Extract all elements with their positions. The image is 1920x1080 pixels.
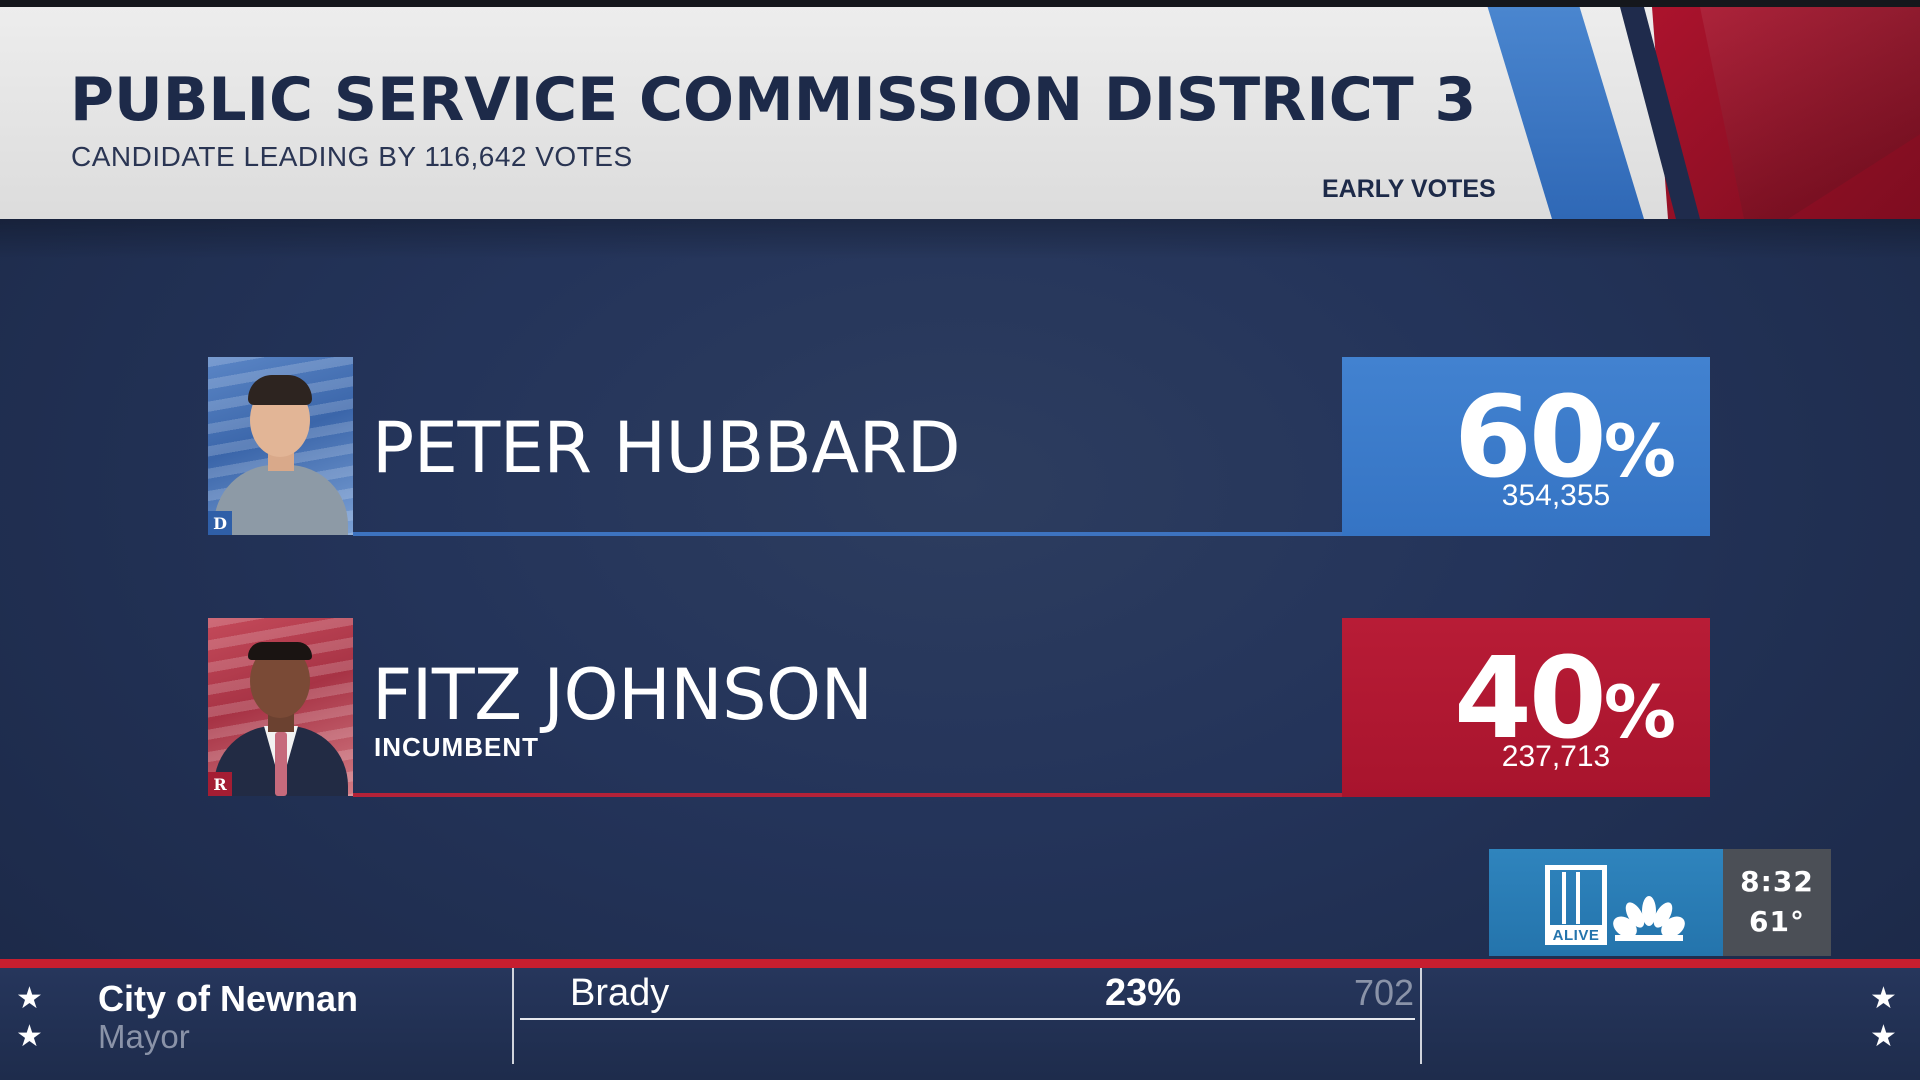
star-icon: ★ — [16, 1019, 43, 1054]
logo-11-stroke-right — [1576, 872, 1580, 924]
candidate-votes: 354,355 — [1501, 479, 1611, 512]
candidate-photo: D — [208, 357, 353, 535]
percent-sign: % — [1603, 409, 1676, 493]
candidate-percent: 60% — [1454, 373, 1676, 503]
star-icon: ★ — [16, 981, 43, 1016]
ticker-underline — [520, 1018, 1415, 1020]
candidate-row-hubbard: D PETER HUBBARD 60% 354,355 — [208, 357, 1710, 537]
percent-value: 40 — [1454, 634, 1607, 764]
candidate-name: PETER HUBBARD — [372, 407, 961, 489]
station-logo: ALIVE — [1489, 849, 1723, 956]
candidate-votes: 237,713 — [1501, 740, 1611, 773]
candidate-underline — [353, 793, 1353, 797]
top-band — [0, 0, 1920, 7]
ticker-office: Mayor — [98, 1018, 190, 1055]
ticker-red-line — [0, 959, 1920, 968]
header-shadow — [0, 219, 1920, 259]
station-bug: ALIVE 8:32 61° — [1489, 849, 1831, 956]
header-banner: PUBLIC SERVICE COMMISSION DISTRICT 3 CAN… — [0, 7, 1920, 219]
clock-time: 8:32 — [1740, 865, 1814, 898]
ticker-divider — [512, 968, 514, 1064]
star-icon: ★ — [1870, 1019, 1897, 1054]
header-red-accent — [1652, 7, 1920, 219]
ticker-votes: 702 — [1354, 972, 1415, 1013]
temperature: 61° — [1749, 905, 1805, 938]
party-badge: D — [208, 511, 232, 535]
vote-type-label: EARLY VOTES — [1322, 175, 1496, 203]
incumbent-label: INCUMBENT — [374, 732, 539, 762]
candidate-row-johnson: R FITZ JOHNSON INCUMBENT 40% 237,713 — [208, 618, 1710, 798]
party-badge: R — [208, 772, 232, 796]
star-icon: ★ — [1870, 981, 1897, 1016]
logo-alive-text: ALIVE — [1545, 925, 1607, 945]
ticker-percent: 23% — [1105, 972, 1182, 1014]
results-ticker: ★ ★ City of Newnan Mayor Brady 23% 702 ★… — [0, 968, 1920, 1080]
percent-sign: % — [1603, 670, 1676, 754]
percent-value: 60 — [1454, 373, 1607, 503]
ticker-candidate: Brady — [570, 972, 670, 1014]
race-subtitle: CANDIDATE LEADING BY 116,642 VOTES — [71, 141, 633, 172]
peacock-icon — [1613, 896, 1685, 941]
candidate-hair — [248, 642, 312, 660]
candidate-result-box: 60% 354,355 — [1342, 357, 1710, 536]
candidate-tie — [275, 732, 287, 796]
candidate-name: FITZ JOHNSON — [372, 654, 873, 736]
candidate-result-box: 40% 237,713 — [1342, 618, 1710, 797]
candidate-percent: 40% — [1454, 634, 1676, 764]
time-temp-box: 8:32 61° — [1723, 849, 1831, 956]
candidate-underline — [353, 532, 1353, 536]
candidate-photo: R — [208, 618, 353, 796]
ticker-place: City of Newnan — [98, 978, 359, 1019]
candidate-hair — [248, 375, 312, 405]
race-title: PUBLIC SERVICE COMMISSION DISTRICT 3 — [70, 65, 1477, 135]
logo-11-stroke-left — [1562, 872, 1566, 924]
ticker-divider — [1420, 968, 1422, 1064]
